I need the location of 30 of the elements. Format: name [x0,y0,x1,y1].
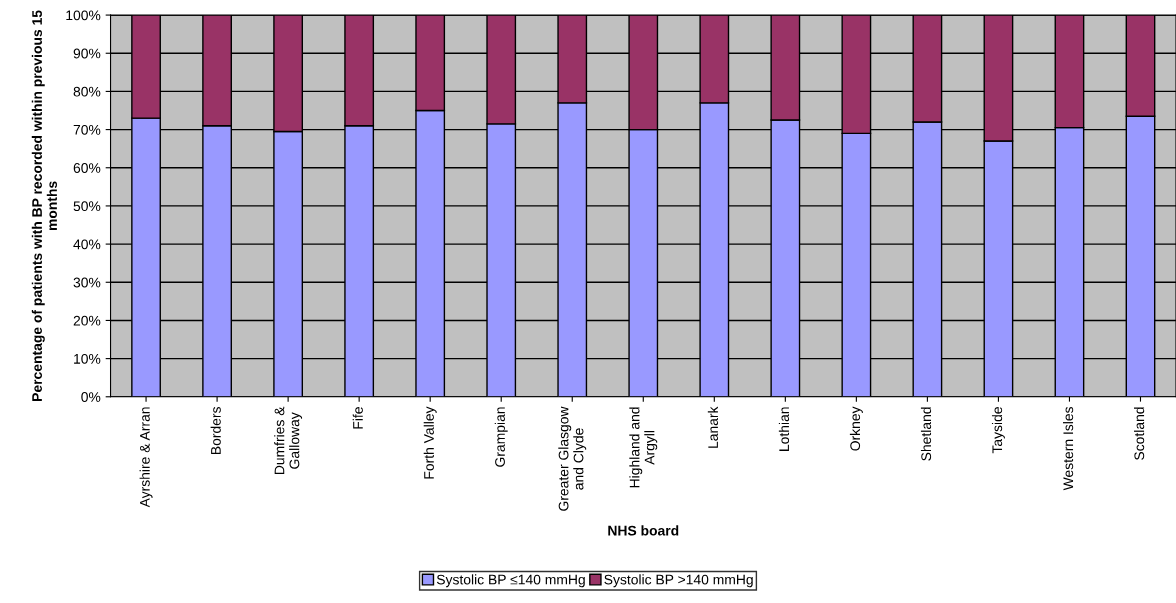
legend-label: Systolic BP ≤140 mmHg [436,574,585,588]
x-tick-label: Western Isles [1062,406,1074,491]
y-tick-label: 0% [81,392,101,402]
x-tick-label: Ayrshire & Arran [139,407,153,508]
x-tick-label: Borders [210,406,221,454]
x-tick-label: Dumfries & Galloway [274,406,303,475]
x-tick-label: Orkney [849,406,863,451]
x-tick-label: Lothian [778,407,790,451]
y-tick-label: 40% [73,239,101,250]
y-tick-label: 10% [74,353,101,364]
y-tick-label: 60% [73,163,101,173]
x-axis-title: NHS board [608,525,679,536]
x-tick-label: Greater Glasgow and Clyde [558,406,587,511]
x-tick-label: Fife [352,407,363,429]
x-tick-label: Lanark [707,406,719,448]
y-tick-label: 90% [73,48,101,59]
y-tick-label: 80% [73,86,101,97]
x-tick-label: Shetland [920,407,932,461]
y-tick-label: 50% [73,201,101,212]
x-tick-label: Scotland [1134,407,1145,460]
y-tick-label: 20% [73,315,101,326]
legend-label: Systolic BP >140 mmHg [604,574,753,588]
y-tick-label: 70% [73,124,101,135]
y-axis-title: Percentage of patients with BP recorded within previous 15 months [31,10,57,401]
y-tick-label: 30% [73,277,101,288]
x-tick-label: Tayside [991,407,1005,454]
x-tick-label: Grampian [494,407,508,467]
x-tick-label: Forth Valley [423,406,437,479]
y-tick-label: 100% [66,10,101,21]
x-tick-label: Highland and Argyll [629,407,658,488]
